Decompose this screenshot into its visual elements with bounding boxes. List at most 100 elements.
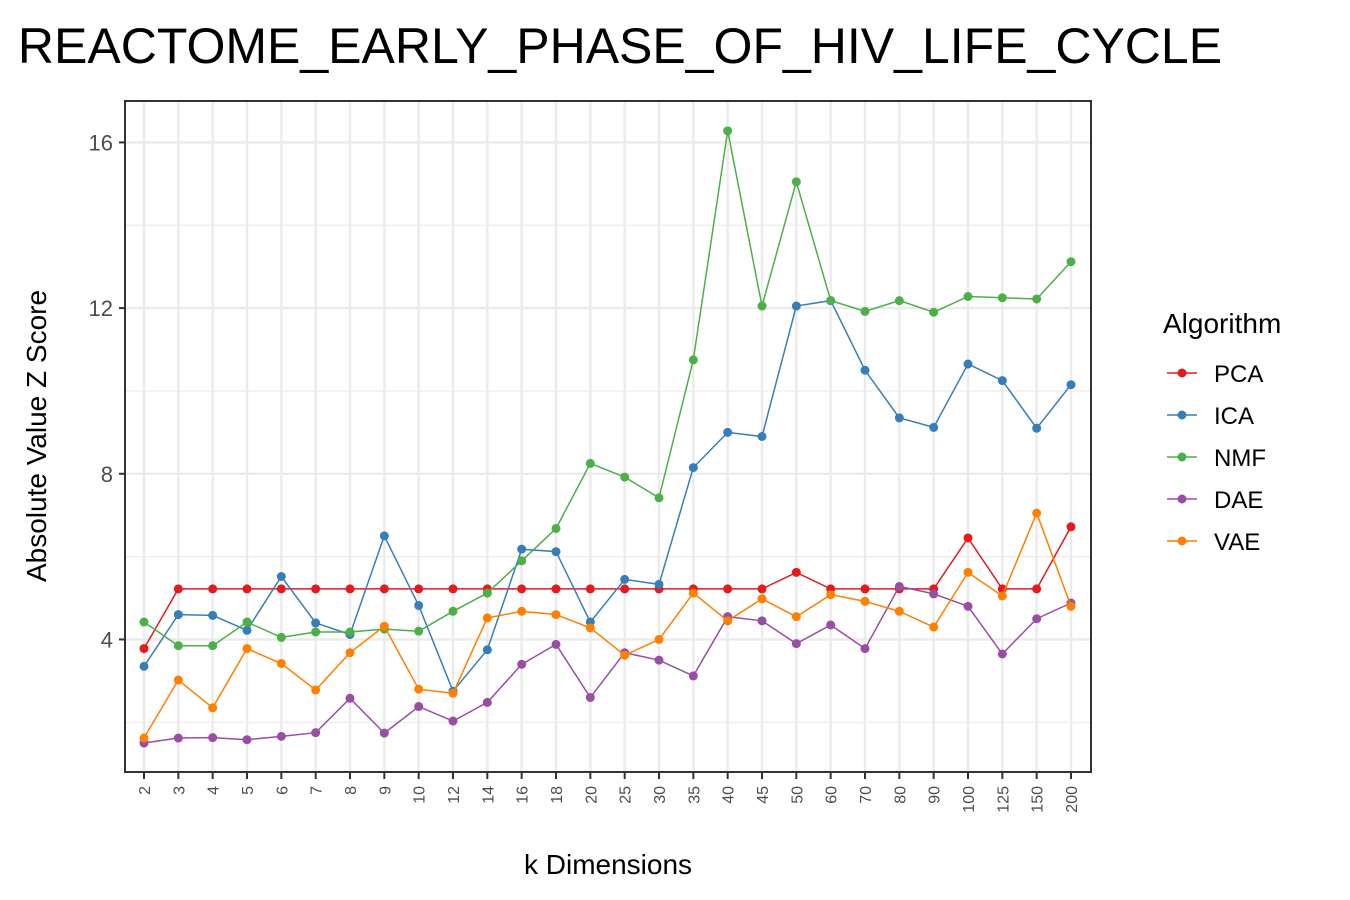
data-point-ica bbox=[139, 661, 149, 671]
data-point-pca bbox=[448, 584, 458, 594]
data-point-vae bbox=[929, 622, 939, 632]
x-tick-label: 2 bbox=[137, 786, 154, 795]
x-tick-label: 80 bbox=[892, 786, 909, 804]
data-point-nmf bbox=[311, 627, 321, 637]
legend-label: ICA bbox=[1214, 403, 1254, 430]
data-point-vae bbox=[173, 675, 183, 685]
data-point-pca bbox=[414, 584, 424, 594]
data-point-pca bbox=[963, 533, 973, 543]
x-tick-label: 125 bbox=[995, 786, 1012, 813]
data-point-dae bbox=[757, 616, 767, 626]
data-point-pca bbox=[208, 584, 218, 594]
data-point-nmf bbox=[414, 626, 424, 636]
series-line-vae bbox=[143, 511, 1072, 739]
y-tick-label: 8 bbox=[101, 462, 113, 487]
data-point-dae bbox=[311, 728, 321, 738]
data-point-pca bbox=[276, 584, 286, 594]
data-point-pca bbox=[860, 584, 870, 594]
x-tick-label: 200 bbox=[1064, 786, 1081, 813]
data-point-nmf bbox=[997, 293, 1007, 303]
data-point-vae bbox=[242, 644, 252, 654]
data-point-ica bbox=[620, 574, 630, 584]
data-point-vae bbox=[139, 733, 149, 743]
data-point-dae bbox=[517, 659, 527, 669]
data-point-dae bbox=[242, 735, 252, 745]
legend-label: DAE bbox=[1214, 487, 1263, 514]
data-point-nmf bbox=[345, 627, 355, 637]
data-point-dae bbox=[894, 581, 904, 591]
data-point-dae bbox=[551, 639, 561, 649]
data-point-ica bbox=[551, 547, 561, 557]
x-tick-label: 30 bbox=[652, 786, 669, 804]
data-point-vae bbox=[551, 610, 561, 620]
legend-label: VAE bbox=[1214, 529, 1260, 556]
x-tick-label: 8 bbox=[343, 786, 360, 795]
data-point-nmf bbox=[551, 523, 561, 533]
data-point-dae bbox=[688, 671, 698, 681]
data-point-dae bbox=[208, 733, 218, 743]
legend-title: Algorithm bbox=[1163, 308, 1281, 339]
data-point-pca bbox=[551, 584, 561, 594]
data-point-pca bbox=[139, 644, 149, 654]
legend-item-vae: VAE bbox=[1167, 529, 1260, 556]
data-point-dae bbox=[482, 697, 492, 707]
data-point-ica bbox=[311, 618, 321, 628]
data-point-ica bbox=[654, 579, 664, 589]
data-point-nmf bbox=[173, 641, 183, 651]
data-point-ica bbox=[379, 531, 389, 541]
data-point-pca bbox=[1032, 584, 1042, 594]
data-point-dae bbox=[448, 716, 458, 726]
x-tick-label: 150 bbox=[1030, 786, 1047, 813]
data-point-ica bbox=[414, 600, 424, 610]
data-point-vae bbox=[826, 590, 836, 600]
y-tick-label: 16 bbox=[89, 130, 113, 155]
data-point-nmf bbox=[963, 292, 973, 302]
legend-key-point bbox=[1177, 452, 1187, 462]
data-point-dae bbox=[791, 639, 801, 649]
data-point-nmf bbox=[894, 296, 904, 306]
data-point-vae bbox=[345, 648, 355, 658]
data-point-dae bbox=[997, 649, 1007, 659]
x-tick-label: 4 bbox=[206, 786, 223, 795]
x-tick-label: 14 bbox=[480, 786, 497, 804]
data-point-vae bbox=[1032, 508, 1042, 518]
data-point-dae bbox=[345, 693, 355, 703]
data-point-vae bbox=[379, 621, 389, 631]
data-point-pca bbox=[1066, 522, 1076, 532]
x-tick-label: 45 bbox=[755, 786, 772, 804]
data-point-vae bbox=[757, 594, 767, 604]
data-point-ica bbox=[791, 301, 801, 311]
data-point-nmf bbox=[242, 617, 252, 627]
series-line-pca bbox=[143, 526, 1072, 649]
legend-item-ica: ICA bbox=[1167, 403, 1254, 430]
data-point-vae bbox=[585, 623, 595, 633]
series-nmf bbox=[139, 126, 1076, 651]
data-point-dae bbox=[654, 655, 664, 665]
data-point-pca bbox=[791, 567, 801, 577]
data-point-ica bbox=[1032, 423, 1042, 433]
grid bbox=[125, 101, 1091, 772]
data-point-ica bbox=[173, 610, 183, 620]
data-point-nmf bbox=[688, 355, 698, 365]
y-axis-title: Absolute Value Z Score bbox=[21, 290, 52, 582]
data-point-ica bbox=[929, 422, 939, 432]
x-tick-label: 16 bbox=[515, 786, 532, 804]
data-point-ica bbox=[723, 427, 733, 437]
data-point-vae bbox=[517, 606, 527, 616]
y-tick-label: 4 bbox=[101, 627, 113, 652]
x-tick-label: 40 bbox=[721, 786, 738, 804]
data-point-nmf bbox=[517, 556, 527, 566]
series-line-dae bbox=[143, 585, 1072, 744]
data-point-ica bbox=[997, 376, 1007, 386]
data-point-pca bbox=[620, 584, 630, 594]
x-axis: 2 3 4 5 6 7 8 9 10 12 14 16 18 20 25 30 35 40 45 50 60 70 80 90… bbox=[137, 772, 1081, 813]
data-point-dae bbox=[963, 601, 973, 611]
series-line-ica bbox=[143, 299, 1072, 693]
data-point-nmf bbox=[585, 458, 595, 468]
data-point-vae bbox=[997, 591, 1007, 601]
data-point-nmf bbox=[139, 617, 149, 627]
data-point-dae bbox=[860, 644, 870, 654]
data-point-pca bbox=[517, 584, 527, 594]
data-point-vae bbox=[208, 703, 218, 713]
data-point-nmf bbox=[620, 472, 630, 482]
